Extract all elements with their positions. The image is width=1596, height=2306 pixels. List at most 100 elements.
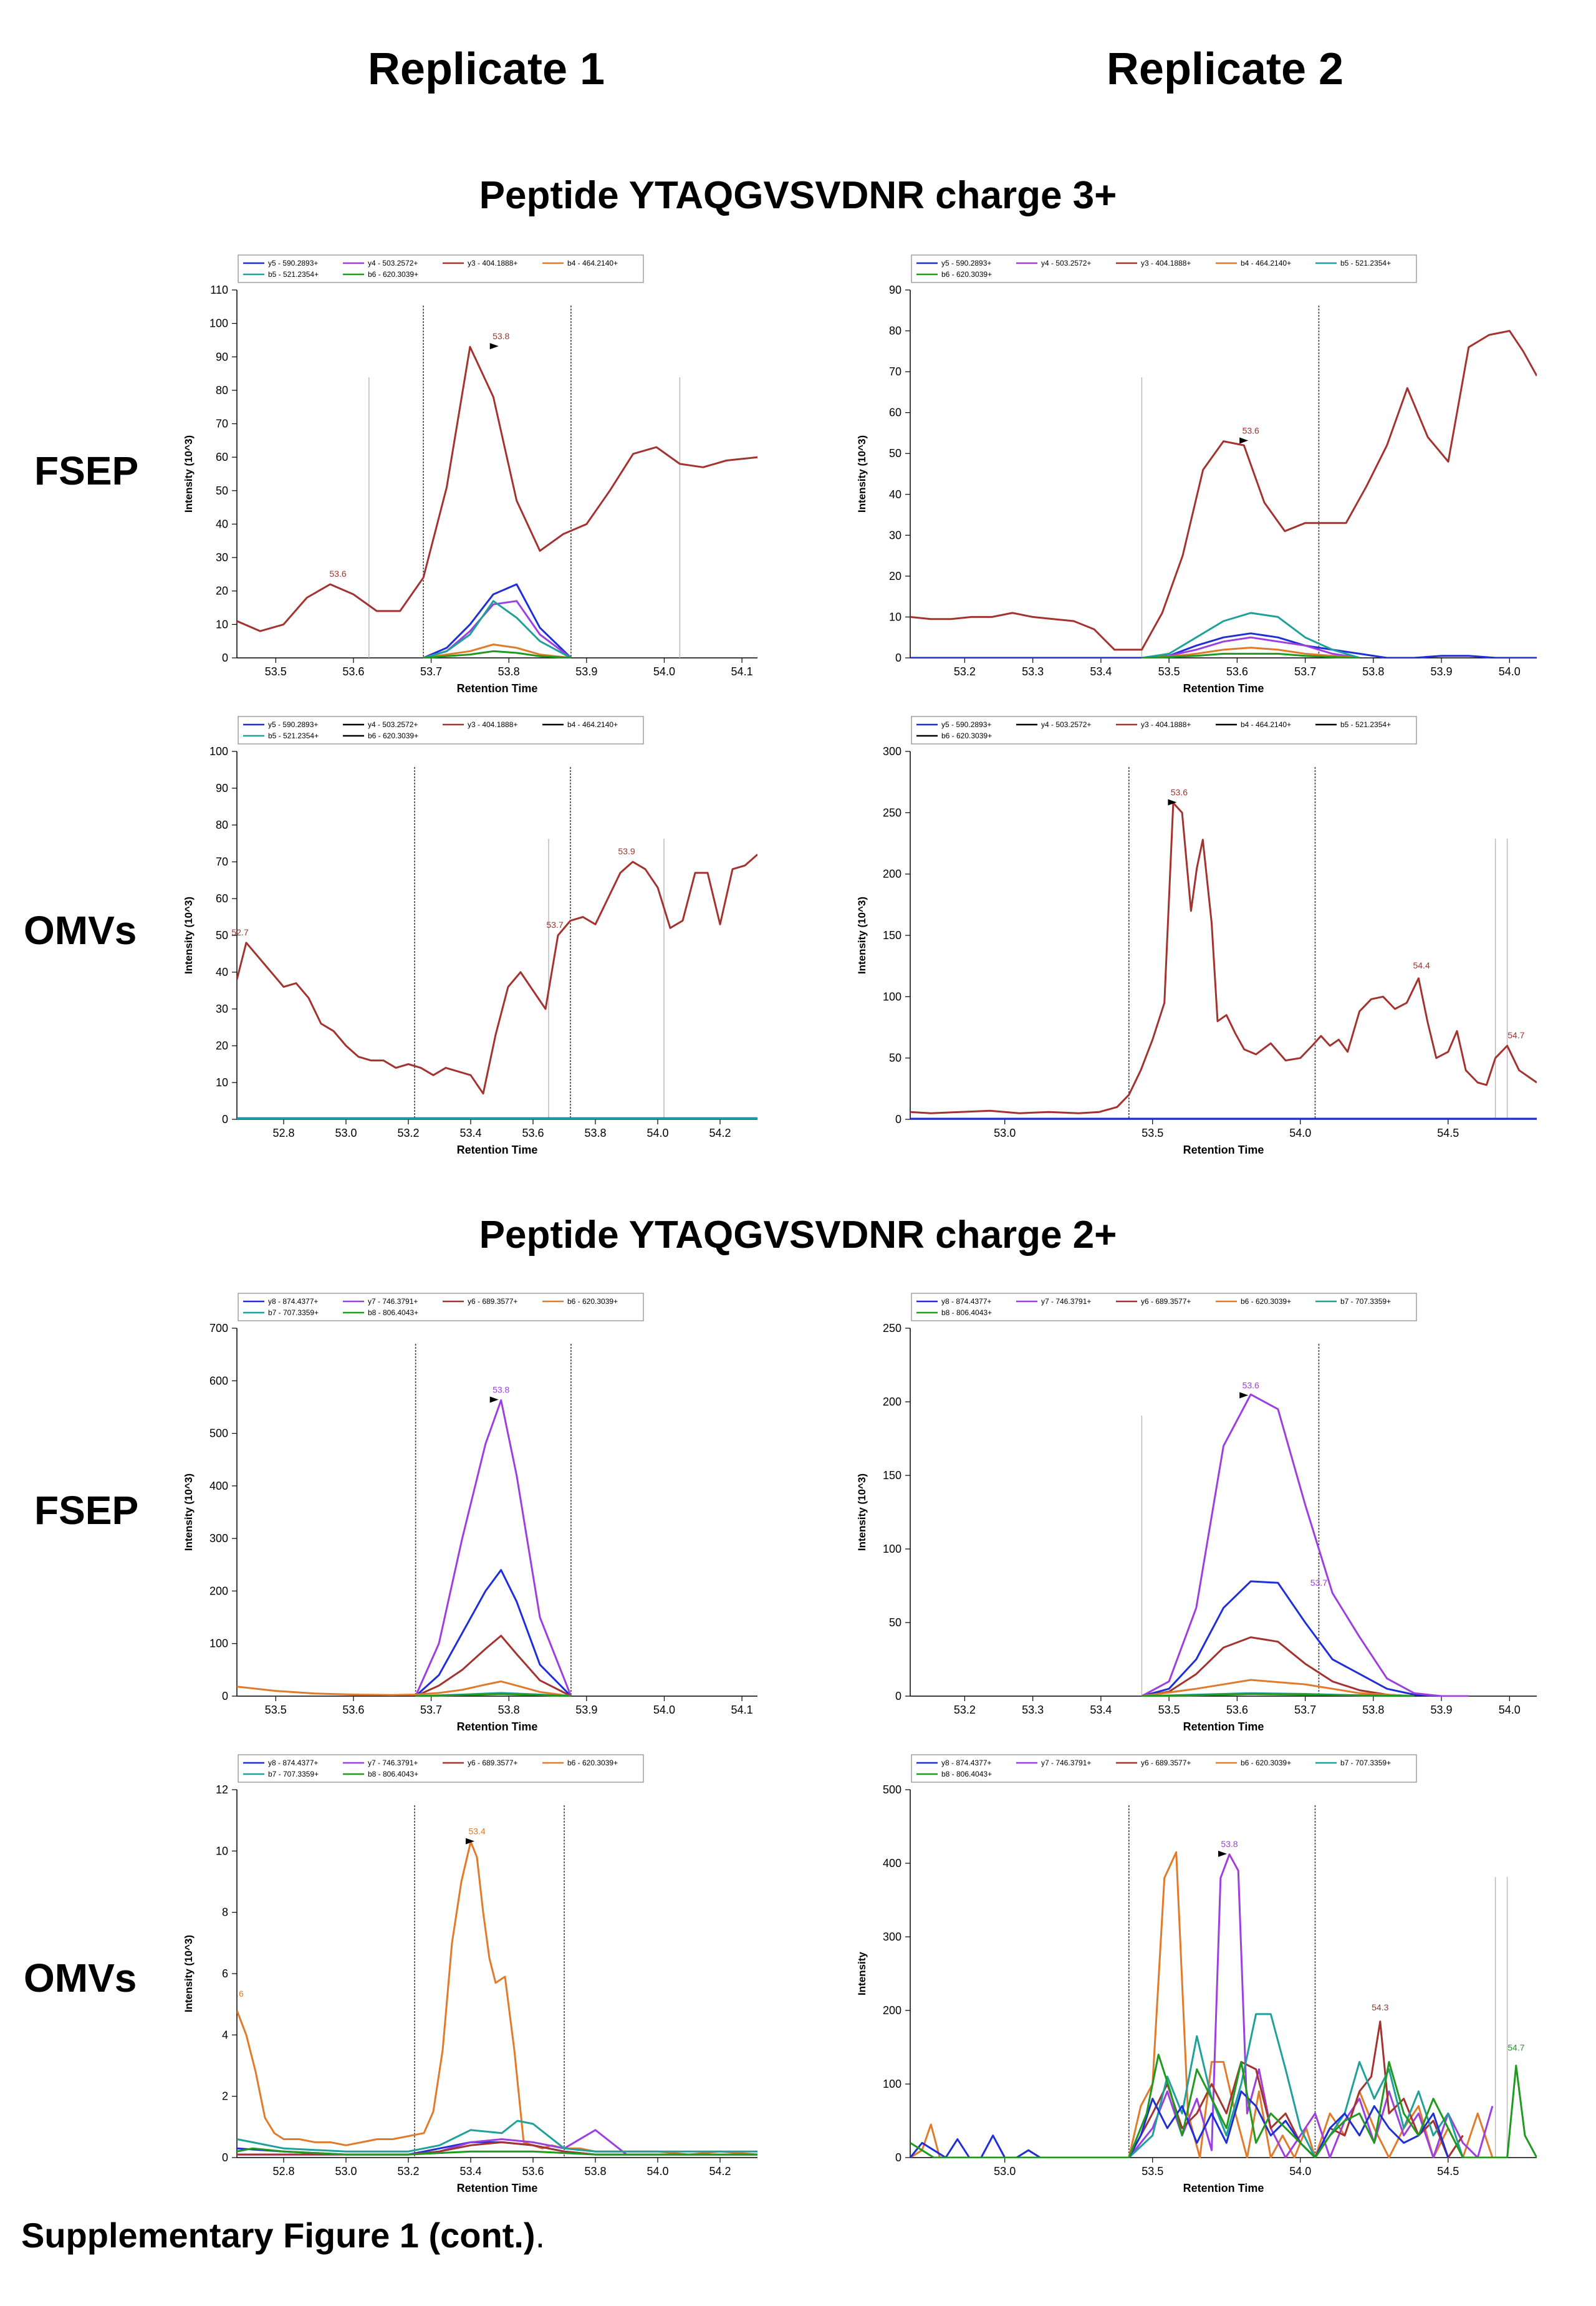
- chart-omvs-charge3-rep2: y5 - 590.2893+ y4 - 503.2572+ y3 - 404.188…: [856, 716, 1537, 1156]
- section-title-charge-3: Peptide YTAQGVSVDNR charge 3+: [479, 174, 1117, 217]
- y-tick-label: 250: [883, 1322, 901, 1334]
- legend: y8 - 874.4377+ y7 - 746.3791+ y6 - 689.357…: [238, 1754, 644, 1783]
- x-tick-label: 54.5: [1437, 1127, 1459, 1139]
- y-tick-label: 90: [216, 782, 228, 794]
- y-tick-label: 50: [889, 1052, 901, 1064]
- legend-label: y7 - 746.3791+: [368, 1758, 418, 1767]
- y-tick-label: 50: [216, 929, 228, 942]
- x-tick-label: 52.8: [272, 2165, 294, 2178]
- x-axis-label: Retention Time: [1183, 1720, 1264, 1733]
- series-line-orange: [237, 1680, 572, 1697]
- legend-label: b8 - 806.4043+: [368, 1770, 418, 1778]
- series-line-brown: [415, 1634, 572, 1697]
- x-tick-label: 53.5: [265, 665, 287, 678]
- y-axis-label: Intensity (10^3): [183, 1935, 195, 2012]
- legend-label: y5 - 590.2893+: [268, 259, 318, 268]
- legend-label: b8 - 806.4043+: [941, 1770, 992, 1778]
- x-tick-label: 53.4: [459, 1127, 481, 1139]
- x-tick-label: 53.9: [575, 665, 597, 678]
- x-tick-label: 54.0: [647, 2165, 668, 2178]
- peak-label: 53.6: [329, 569, 346, 579]
- legend-label: y5 - 590.2893+: [268, 720, 318, 729]
- legend-label: y3 - 404.1888+: [1141, 720, 1191, 729]
- series-line-purple: [1141, 1393, 1469, 1697]
- x-tick-label: 53.6: [342, 1704, 364, 1716]
- legend-label: b5 - 521.2354+: [268, 731, 319, 740]
- legend-label: b7 - 707.3359+: [268, 1770, 319, 1778]
- x-tick-label: 53.2: [954, 665, 976, 678]
- x-tick-label: 53.5: [1142, 2165, 1163, 2178]
- x-tick-label: 53.0: [335, 2165, 357, 2178]
- legend-label: y3 - 404.1888+: [1141, 259, 1191, 268]
- y-tick-label: 200: [883, 868, 901, 880]
- legend-label: y7 - 746.3791+: [368, 1297, 418, 1306]
- x-tick-label: 53.7: [420, 1704, 442, 1716]
- x-tick-label: 53.5: [1158, 1704, 1180, 1716]
- x-axis-label: Retention Time: [457, 2182, 538, 2194]
- y-tick-label: 20: [889, 570, 901, 582]
- y-tick-label: 100: [209, 1638, 228, 1650]
- legend-box: [911, 1754, 1417, 1783]
- column-header-replicate-1: Replicate 1: [367, 44, 605, 94]
- legend-label: y3 - 404.1888+: [468, 720, 517, 729]
- y-tick-label: 100: [883, 1543, 901, 1555]
- legend-box: [238, 1293, 644, 1321]
- peak-label: 53.7: [1310, 1578, 1327, 1588]
- y-tick-label: 50: [889, 447, 901, 460]
- y-tick-label: 4: [222, 2029, 228, 2041]
- legend-box: [238, 1754, 644, 1783]
- legend-label: y6 - 689.3577+: [1141, 1297, 1191, 1306]
- x-tick-label: 54.0: [1289, 1127, 1311, 1139]
- legend-label: y8 - 874.4377+: [941, 1758, 991, 1767]
- peak-arrow-icon: [1239, 1392, 1249, 1399]
- y-axis-label: Intensity (10^3): [856, 897, 868, 974]
- x-tick-label: 53.7: [1294, 665, 1316, 678]
- legend-label: b7 - 707.3359+: [268, 1308, 319, 1317]
- y-tick-label: 20: [216, 1040, 228, 1052]
- x-axis-label: Retention Time: [457, 1144, 538, 1156]
- legend-label: b6 - 620.3039+: [368, 731, 418, 740]
- peak-arrow-icon: [466, 1838, 474, 1845]
- legend: y5 - 590.2893+ y4 - 503.2572+ y3 - 404.188…: [911, 254, 1417, 283]
- peak-arrow-icon: [489, 343, 499, 350]
- legend-label: y4 - 503.2572+: [1041, 259, 1091, 268]
- legend-label: y5 - 590.2893+: [941, 259, 991, 268]
- peak-label: 53.4: [468, 1826, 485, 1836]
- y-tick-label: 0: [222, 1113, 228, 1126]
- x-axis-label: Retention Time: [1183, 682, 1264, 695]
- legend-label: b4 - 464.2140+: [567, 259, 618, 268]
- peak-label: 52.7: [231, 927, 248, 937]
- peak-label: 53.6: [1243, 1381, 1259, 1391]
- series-line-orange: [237, 1841, 757, 2156]
- x-tick-label: 54.0: [653, 1704, 675, 1716]
- peak-arrow-icon: [1218, 1850, 1227, 1857]
- x-tick-label: 53.4: [1090, 1704, 1112, 1716]
- legend-label: y8 - 874.4377+: [268, 1297, 318, 1306]
- x-tick-label: 54.1: [731, 1704, 753, 1716]
- legend-label: b4 - 464.2140+: [567, 720, 618, 729]
- peak-label: .6: [236, 1989, 244, 1999]
- legend: y5 - 590.2893+ y4 - 503.2572+ y3 - 404.188…: [238, 716, 644, 745]
- y-tick-label: 0: [222, 1690, 228, 1702]
- y-tick-label: 100: [883, 990, 901, 1003]
- y-tick-label: 60: [889, 407, 901, 419]
- x-tick-label: 54.0: [1289, 2165, 1311, 2178]
- legend-label: b6 - 620.3039+: [567, 1758, 618, 1767]
- peak-label: 54.3: [1372, 2002, 1388, 2012]
- legend-box: [238, 254, 644, 283]
- chart-fsep-charge2-rep1: y8 - 874.4377+ y7 - 746.3791+ y6 - 689.357…: [183, 1293, 757, 1733]
- y-tick-label: 0: [895, 1690, 901, 1702]
- y-tick-label: 200: [209, 1585, 228, 1597]
- y-tick-label: 50: [889, 1616, 901, 1629]
- x-tick-label: 53.4: [459, 2165, 481, 2178]
- y-tick-label: 700: [209, 1322, 228, 1334]
- series-line-green: [1142, 1693, 1415, 1697]
- y-tick-label: 500: [209, 1427, 228, 1440]
- x-tick-label: 54.0: [1499, 665, 1521, 678]
- legend-label: y4 - 503.2572+: [368, 720, 418, 729]
- y-axis-label: Intensity: [856, 1952, 868, 1995]
- y-tick-label: 90: [216, 350, 228, 363]
- legend-label: b7 - 707.3359+: [1340, 1297, 1391, 1306]
- peak-label: 53.6: [1243, 426, 1259, 436]
- y-tick-label: 40: [216, 518, 228, 530]
